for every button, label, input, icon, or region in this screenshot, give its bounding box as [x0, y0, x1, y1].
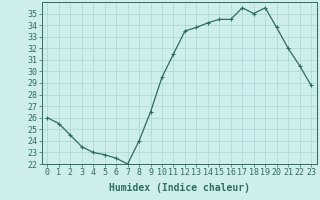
- X-axis label: Humidex (Indice chaleur): Humidex (Indice chaleur): [109, 183, 250, 193]
